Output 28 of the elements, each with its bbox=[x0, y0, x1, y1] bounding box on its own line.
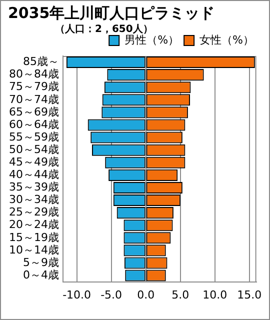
y-tick-label: 35～39歳 bbox=[8, 180, 59, 194]
y-tick-label: 15～19歳 bbox=[8, 230, 59, 244]
y-tick-label: 30～34歳 bbox=[8, 193, 59, 206]
x-tick-label: -10.0 bbox=[62, 288, 92, 302]
y-tick-label: 65～69歳 bbox=[8, 105, 59, 118]
y-tick-label: 45～49歳 bbox=[8, 155, 59, 168]
y-tick-label: 85歳～ bbox=[22, 55, 59, 68]
y-tick-label: 20～24歳 bbox=[8, 218, 59, 232]
legend-label: 女性（%） bbox=[200, 33, 254, 46]
x-tick-label: 0.0 bbox=[137, 288, 155, 302]
chart-title: 2035年上川町人口ピラミッド bbox=[8, 4, 215, 23]
y-tick-label: 0～4歳 bbox=[22, 268, 59, 282]
legend-label: 男性（%） bbox=[124, 33, 180, 46]
y-tick-label: 10～14歳 bbox=[8, 243, 59, 256]
x-tick-label: -5.0 bbox=[100, 288, 122, 302]
y-tick-label: 80～84歳 bbox=[8, 68, 59, 81]
y-tick-label: 5～9歳 bbox=[22, 256, 59, 269]
y-tick-label: 60～64歳 bbox=[8, 118, 59, 131]
x-tick-label: 15.0 bbox=[237, 288, 262, 302]
y-tick-label: 75～79歳 bbox=[8, 80, 59, 94]
x-tick-label: 5.0 bbox=[172, 288, 190, 302]
chart-subtitle: （人口：2，650人） bbox=[55, 22, 153, 35]
y-tick-label: 50～54歳 bbox=[8, 142, 59, 156]
y-tick-label: 70～74歳 bbox=[8, 92, 59, 106]
y-tick-label: 55～59歳 bbox=[8, 130, 59, 144]
x-tick-label: 10.0 bbox=[202, 288, 228, 302]
y-tick-label: 25～29歳 bbox=[8, 206, 59, 219]
y-tick-label: 40～44歳 bbox=[8, 168, 59, 182]
